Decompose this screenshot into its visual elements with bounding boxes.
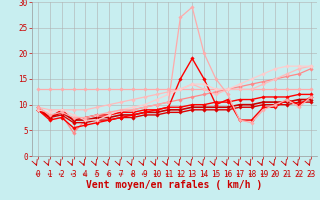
Text: ↗: ↗ bbox=[46, 168, 53, 176]
Text: ↗: ↗ bbox=[260, 168, 267, 176]
Text: ↗: ↗ bbox=[295, 168, 303, 176]
Text: ↗: ↗ bbox=[141, 168, 148, 176]
Text: ↗: ↗ bbox=[106, 168, 113, 176]
Text: ↗: ↗ bbox=[34, 168, 42, 176]
Text: ↗: ↗ bbox=[177, 168, 184, 176]
Text: ↗: ↗ bbox=[70, 168, 77, 176]
Text: ↗: ↗ bbox=[58, 168, 65, 176]
X-axis label: Vent moyen/en rafales ( km/h ): Vent moyen/en rafales ( km/h ) bbox=[86, 180, 262, 190]
Text: ↗: ↗ bbox=[153, 168, 160, 176]
Text: ↗: ↗ bbox=[200, 168, 208, 176]
Text: ↗: ↗ bbox=[117, 168, 124, 176]
Text: ↗: ↗ bbox=[212, 168, 220, 176]
Text: ↗: ↗ bbox=[284, 168, 291, 176]
Text: ↗: ↗ bbox=[188, 168, 196, 176]
Text: ↗: ↗ bbox=[82, 168, 89, 176]
Text: ↗: ↗ bbox=[224, 168, 231, 176]
Text: ↗: ↗ bbox=[94, 168, 101, 176]
Text: ↗: ↗ bbox=[236, 168, 243, 176]
Text: ↗: ↗ bbox=[129, 168, 137, 176]
Text: ↗: ↗ bbox=[272, 168, 279, 176]
Text: ↗: ↗ bbox=[307, 168, 315, 176]
Text: ↗: ↗ bbox=[248, 168, 255, 176]
Text: ↗: ↗ bbox=[165, 168, 172, 176]
